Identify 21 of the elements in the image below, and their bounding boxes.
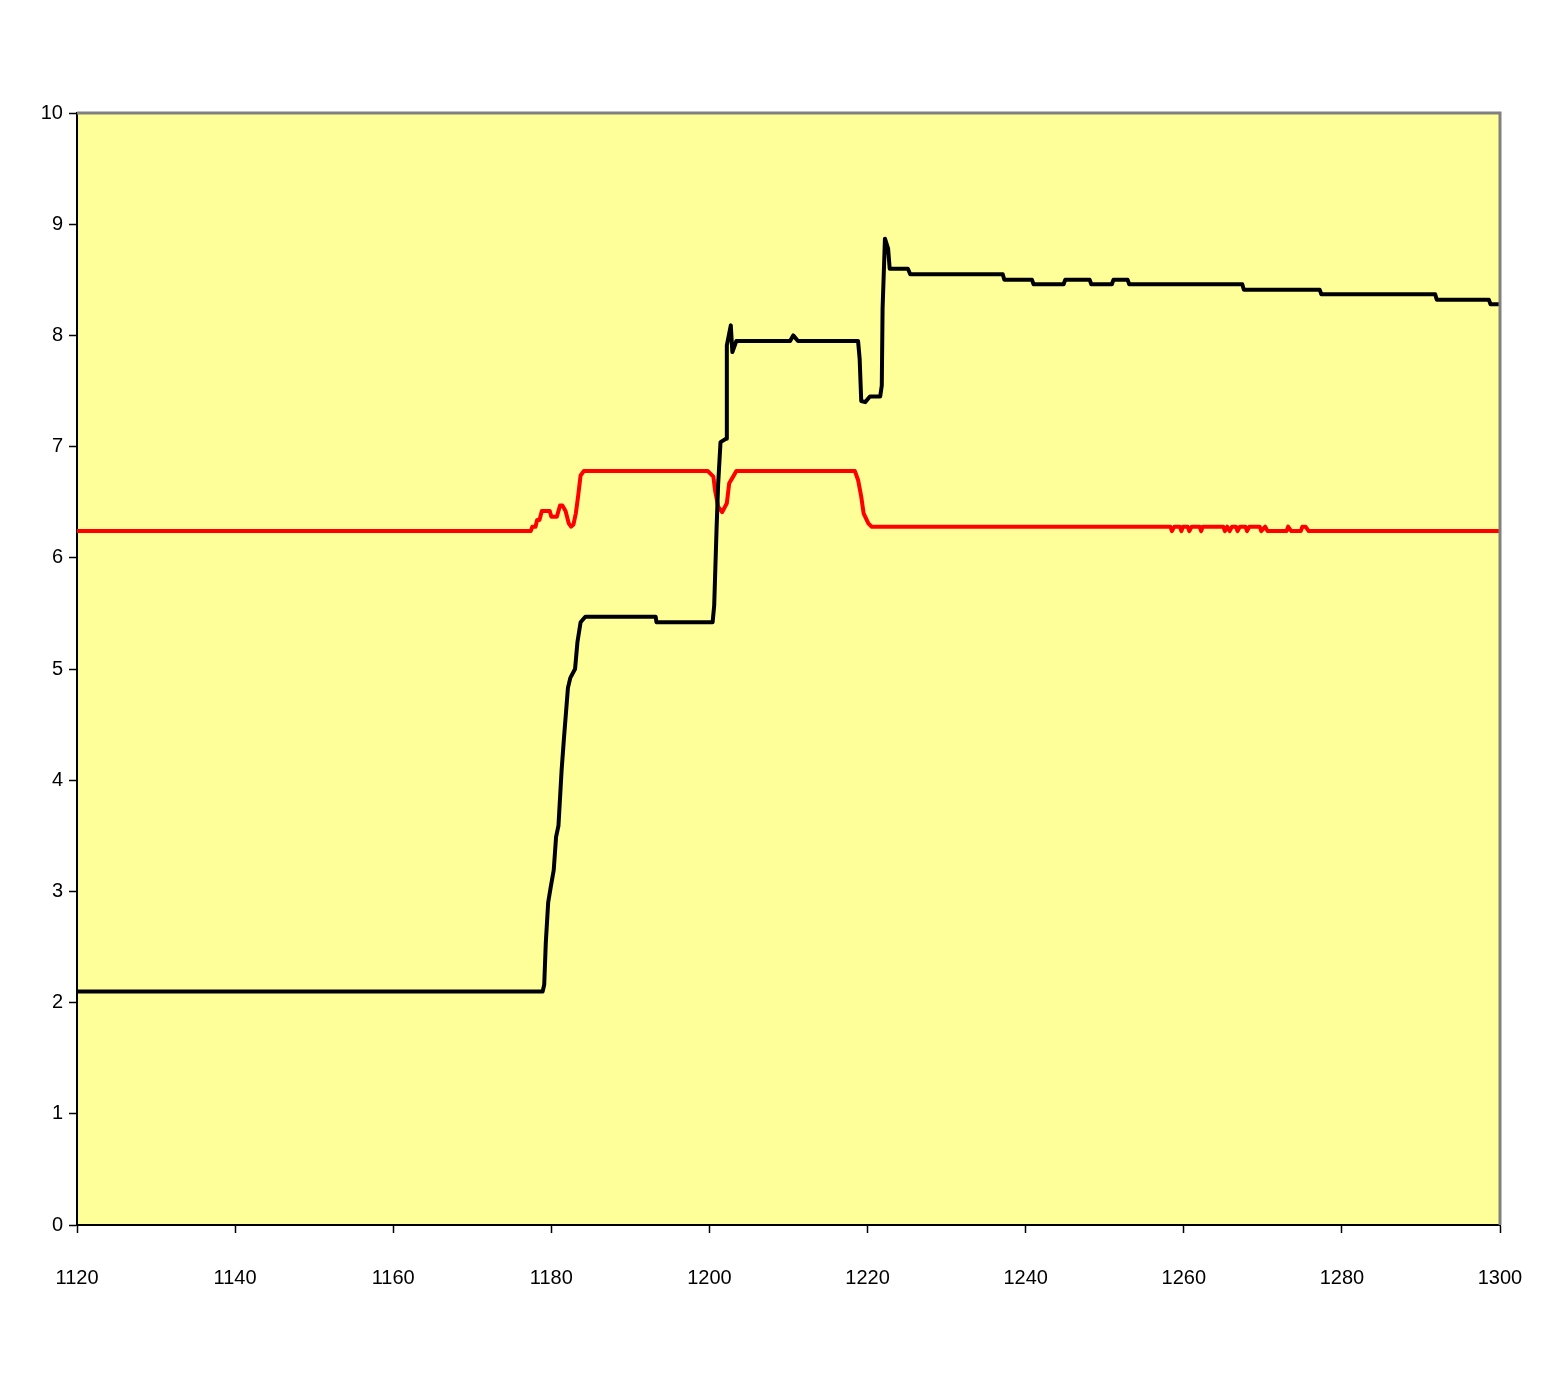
y-tick-label: 8 bbox=[51, 322, 63, 345]
x-tick-label: 1300 bbox=[1477, 1265, 1523, 1288]
y-tick-label: 4 bbox=[51, 767, 63, 790]
y-tick-label: 1 bbox=[51, 1101, 63, 1124]
y-tick-label: 10 bbox=[40, 100, 63, 123]
y-tick-label: 2 bbox=[51, 990, 63, 1013]
y-tick-label: 5 bbox=[51, 656, 63, 679]
y-tick-label: 9 bbox=[51, 211, 63, 234]
y-tick-label: 6 bbox=[51, 545, 63, 568]
x-tick-label: 1220 bbox=[845, 1265, 890, 1288]
y-tick-label: 3 bbox=[51, 878, 63, 901]
x-tick-label: 1200 bbox=[687, 1265, 732, 1288]
x-tick-label: 1240 bbox=[1003, 1265, 1048, 1288]
y-tick-label: 7 bbox=[51, 434, 63, 457]
x-tick-label: 1160 bbox=[371, 1265, 415, 1288]
x-tick-label: 1140 bbox=[213, 1265, 257, 1288]
x-tick-label: 1120 bbox=[55, 1265, 99, 1288]
x-tick-label: 1280 bbox=[1319, 1265, 1365, 1288]
y-tick-label: 0 bbox=[51, 1212, 63, 1235]
x-tick-label: 1260 bbox=[1161, 1265, 1207, 1288]
x-tick-label: 1180 bbox=[529, 1265, 573, 1288]
